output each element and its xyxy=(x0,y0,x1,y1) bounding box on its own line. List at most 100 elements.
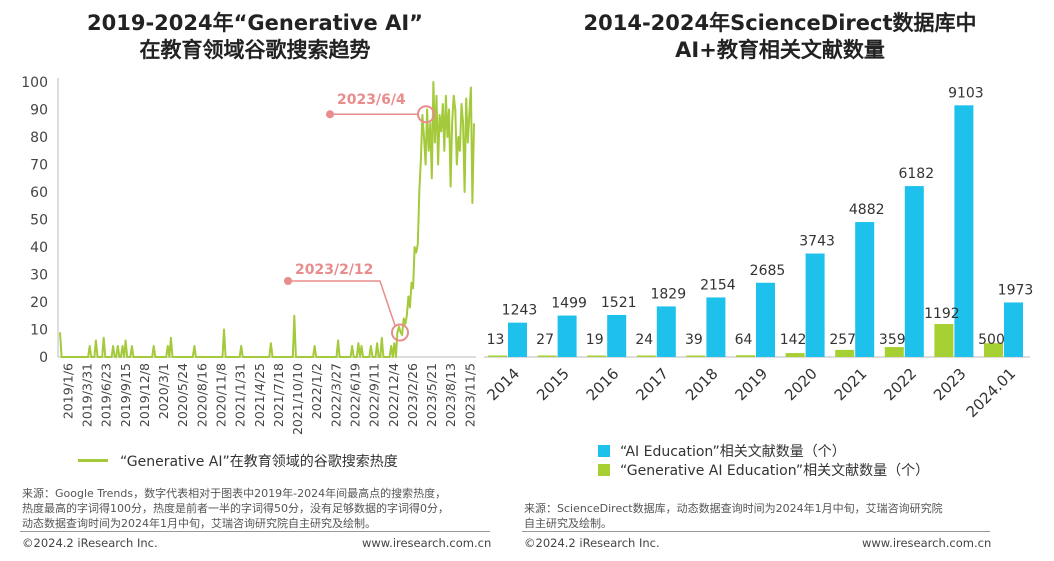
bar-value-label: 27 xyxy=(536,332,554,348)
y-tick-label: 60 xyxy=(30,185,48,201)
line-legend-swatch xyxy=(78,459,108,462)
right-site: www.iresearch.com.cn xyxy=(862,536,992,550)
line-chart: 0 10 20 30 40 50 60 70 80 90 100 2019/1/6 2019/3/31 2… xyxy=(21,75,477,435)
bar-category-label: 2023 xyxy=(930,365,970,405)
x-tick-label: 2023/5/21 xyxy=(424,363,439,427)
bar-category-label: 2021 xyxy=(831,365,871,405)
left-note-line: 来源：Google Trends，数字代表相对于图表中2019年-2024年间最… xyxy=(22,487,447,500)
x-tick-label: 2022/9/11 xyxy=(367,363,382,427)
series-line xyxy=(59,81,475,358)
bar-gen-ai-education xyxy=(587,355,607,357)
bar-category-label: 2017 xyxy=(632,365,672,405)
bar-value-label: 1829 xyxy=(650,286,686,302)
bar-value-label: 19 xyxy=(586,332,604,348)
left-title-line2: 在教育领域谷歌搜索趋势 xyxy=(139,38,371,62)
right-title-line1: 2014-2024年ScienceDirect数据库中 xyxy=(583,11,977,35)
x-tick-label: 2022/3/27 xyxy=(328,363,343,427)
bar-gen-ai-education xyxy=(686,355,706,357)
bar-value-label: 6182 xyxy=(898,166,934,182)
annotation-leader xyxy=(288,280,396,326)
bar-legend-label-ai: “AI Education”相关文献数量（个） xyxy=(620,444,846,460)
y-tick-label: 100 xyxy=(21,75,48,91)
bar-ai-education xyxy=(756,282,775,357)
y-tick-label: 90 xyxy=(30,103,48,119)
bar-ai-education xyxy=(954,105,974,357)
x-tick-label: 2019/1/6 xyxy=(60,363,75,419)
x-tick-label: 2020/5/24 xyxy=(175,363,190,427)
x-tick-label: 2022/1/2 xyxy=(309,363,324,419)
y-tick-label: 70 xyxy=(30,158,48,174)
y-tick-label: 0 xyxy=(39,350,48,366)
right-title-line2: AI+教育相关文献数量 xyxy=(675,38,885,62)
bar-gen-ai-education xyxy=(736,355,755,357)
x-tick-label: 2019/9/15 xyxy=(118,363,133,427)
bar-ai-education xyxy=(607,314,627,357)
bar-legend-ai-education: “AI Education”相关文献数量（个） xyxy=(598,441,846,461)
bar-category-label: 2022 xyxy=(880,365,920,405)
bar-category-label: 2018 xyxy=(682,365,722,405)
x-tick-label: 2021/10/10 xyxy=(290,363,305,435)
left-chart-title: 2019-2024年“Generative AI” 在教育领域谷歌搜索趋势 xyxy=(20,10,490,64)
bar-value-label: 1243 xyxy=(502,303,538,319)
x-tick-label: 2020/11/8 xyxy=(214,363,229,427)
x-tick-label: 2022/6/19 xyxy=(348,363,363,427)
x-tick-label: 2019/6/23 xyxy=(99,363,114,427)
bar-value-label: 142 xyxy=(780,332,807,348)
bar-gen-ai-education xyxy=(984,343,1003,357)
bar-ai-education xyxy=(508,322,527,357)
y-tick-label: 50 xyxy=(30,213,48,229)
bar-legend-gen-ai-education: “Generative AI Education”相关文献数量（个） xyxy=(598,460,929,480)
right-chart-title: 2014-2024年ScienceDirect数据库中 AI+教育相关文献数量 xyxy=(530,10,1030,64)
right-source-note: 来源：ScienceDirect数据库，动态数据查询时间为2024年1月中旬，艾… xyxy=(524,501,1004,531)
bar-category-label: 2019 xyxy=(732,365,772,405)
annotation-dot xyxy=(326,110,334,119)
y-tick-label: 20 xyxy=(30,295,48,311)
annotation-circle xyxy=(391,323,409,342)
bar-gen-ai-education xyxy=(835,349,855,357)
bar-category-label: 2024.01 xyxy=(963,365,1020,422)
bar-gen-ai-education xyxy=(488,355,507,357)
left-copyright: ©2024.2 iResearch Inc. xyxy=(22,536,158,550)
x-tick-label: 2021/1/31 xyxy=(233,363,248,427)
x-tick-label: 2019/12/8 xyxy=(137,363,152,427)
bar-value-label: 1521 xyxy=(601,295,637,311)
bar-ai-education xyxy=(557,315,577,357)
left-note-line: 热度最高的字词得100分，热度是前者一半的字词得50分，没有足够数据的字词得0分… xyxy=(22,502,449,515)
bar-value-label: 1973 xyxy=(998,282,1034,298)
bar-value-label: 2154 xyxy=(700,277,736,293)
x-tick-label: 2021/4/25 xyxy=(252,363,267,427)
y-tick-label: 10 xyxy=(30,323,48,339)
bar-legend-swatch-ai xyxy=(598,445,610,457)
left-note-line: 动态数据查询时间为2024年1月中旬，艾瑞咨询研究院自主研究及绘制。 xyxy=(22,517,376,530)
x-tick-label: 2019/3/31 xyxy=(80,363,95,427)
bar-value-label: 64 xyxy=(735,332,753,348)
x-tick-label: 2020/3/1 xyxy=(156,363,171,419)
bar-ai-education xyxy=(805,253,825,357)
bar-category-label: 2014 xyxy=(484,365,524,405)
annotation-dot xyxy=(284,277,292,285)
bar-ai-education xyxy=(904,186,924,357)
bar-value-label: 500 xyxy=(978,332,1005,348)
bar-category-label: 2015 xyxy=(533,365,573,405)
bar-value-label: 2685 xyxy=(750,263,786,279)
right-copyright: ©2024.2 iResearch Inc. xyxy=(524,536,660,550)
x-tick-label: 2022/12/4 xyxy=(386,363,401,427)
bar-value-label: 257 xyxy=(829,332,856,348)
bar-gen-ai-education xyxy=(934,324,954,357)
left-source-note: 来源：Google Trends，数字代表相对于图表中2019年-2024年间最… xyxy=(22,486,502,531)
bar-ai-education xyxy=(1004,302,1023,357)
x-tick-label: 2023/11/5 xyxy=(462,363,477,427)
line-legend-label: “Generative AI”在教育领域的谷歌搜索热度 xyxy=(120,454,398,470)
bar-value-label: 13 xyxy=(487,332,505,348)
left-site: www.iresearch.com.cn xyxy=(362,536,492,550)
annotation-label: 2023/6/4 xyxy=(337,92,406,108)
right-footer-divider xyxy=(522,531,990,532)
bar-value-label: 9103 xyxy=(948,85,984,101)
bar-value-label: 1499 xyxy=(551,296,587,312)
bar-gen-ai-education xyxy=(785,353,805,357)
y-tick-label: 80 xyxy=(30,130,48,146)
bar-category-label: 2020 xyxy=(781,365,821,405)
right-note-line: 自主研究及绘制。 xyxy=(524,517,612,530)
left-title-line1: 2019-2024年“Generative AI” xyxy=(87,11,423,35)
line-legend: “Generative AI”在教育领域的谷歌搜索热度 xyxy=(78,451,398,471)
